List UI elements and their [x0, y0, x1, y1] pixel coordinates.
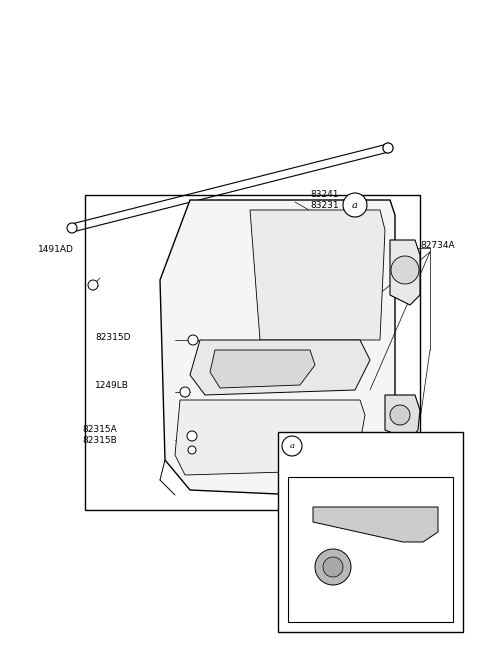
Polygon shape — [250, 210, 385, 340]
Text: 93580L
93580R: 93580L 93580R — [352, 447, 387, 466]
Text: 82734A: 82734A — [420, 241, 455, 249]
Polygon shape — [278, 432, 463, 632]
Circle shape — [391, 256, 419, 284]
Polygon shape — [85, 195, 420, 510]
Polygon shape — [175, 400, 365, 475]
Polygon shape — [385, 395, 420, 440]
Text: 82315A
82315B: 82315A 82315B — [82, 425, 117, 445]
Circle shape — [383, 143, 393, 153]
Text: a: a — [352, 201, 358, 209]
Polygon shape — [190, 340, 370, 395]
Polygon shape — [288, 477, 453, 622]
Circle shape — [188, 446, 196, 454]
Polygon shape — [160, 200, 395, 495]
Polygon shape — [390, 240, 420, 305]
Circle shape — [88, 280, 98, 290]
Circle shape — [188, 335, 198, 345]
Text: 82315D: 82315D — [95, 333, 131, 342]
Circle shape — [343, 193, 367, 217]
Polygon shape — [313, 507, 438, 542]
Circle shape — [187, 431, 197, 441]
Text: 1249LB: 1249LB — [95, 380, 129, 390]
Text: 93581F: 93581F — [353, 613, 387, 621]
Circle shape — [67, 223, 77, 233]
Circle shape — [323, 557, 343, 577]
Polygon shape — [210, 350, 315, 388]
Text: 1491AD: 1491AD — [38, 245, 74, 255]
Text: a: a — [289, 442, 295, 450]
Text: 83241
83231: 83241 83231 — [310, 190, 338, 210]
Text: 93582A
93582B: 93582A 93582B — [328, 480, 363, 499]
Circle shape — [282, 436, 302, 456]
Circle shape — [180, 387, 190, 397]
Circle shape — [315, 549, 351, 585]
Circle shape — [383, 143, 393, 153]
Circle shape — [390, 405, 410, 425]
